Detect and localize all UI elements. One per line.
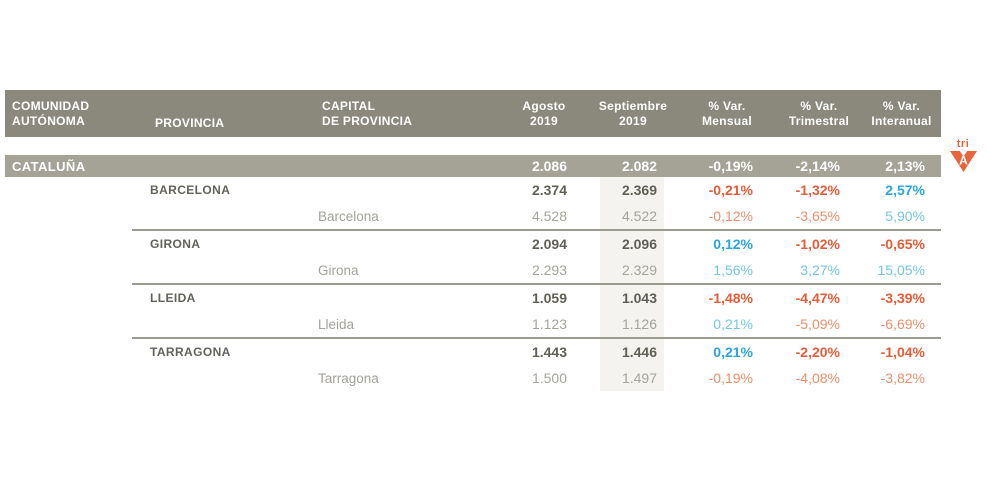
cell-var-trimestral: -1,02% (795, 236, 840, 252)
cell-var-trimestral: -4,47% (795, 290, 840, 306)
cell-septiembre: 1.446 (621, 344, 657, 360)
cell-var-interanual: -3,39% (880, 290, 925, 306)
cell-var-interanual: 15,05% (877, 262, 925, 278)
cell-agosto: 1.443 (531, 344, 567, 360)
cell-var-trimestral: -4,08% (795, 370, 840, 386)
cell-var-mensual: -0,19% (708, 370, 753, 386)
table-row-province: BARCELONA 2.374 2.369 -0,21% -1,32% 2,57… (5, 177, 941, 203)
col-header-var-interanual: % Var. Interanual (871, 99, 932, 128)
col-header-comunidad-autonoma: COMUNIDAD AUTÓNOMA (12, 99, 90, 128)
cell-agosto: 2.094 (531, 236, 567, 252)
cell-var-mensual: -0,21% (708, 182, 753, 198)
cell-var-interanual: -3,82% (880, 370, 925, 386)
table-row-province: GIRONA 2.094 2.096 0,12% -1,02% -0,65% (5, 231, 941, 257)
cell-var-interanual: -6,69% (880, 316, 925, 332)
table-body: BARCELONA 2.374 2.369 -0,21% -1,32% 2,57… (5, 177, 941, 391)
region-var-interanual: 2,13% (885, 158, 925, 174)
col-header-provincia: PROVINCIA (155, 115, 225, 130)
cell-septiembre: 4.522 (621, 208, 657, 224)
capital-name: Girona (318, 262, 359, 278)
cell-var-interanual: -1,04% (880, 344, 925, 360)
province-group-girona: GIRONA 2.094 2.096 0,12% -1,02% -0,65% G… (5, 231, 941, 283)
capital-name: Lleida (318, 316, 355, 332)
cell-var-mensual: 0,12% (713, 236, 753, 252)
table-row-capital: Girona 2.293 2.329 1,56% 3,27% 15,05% (5, 257, 941, 283)
cell-agosto: 2.374 (531, 182, 567, 198)
tri-logo-text: tri (956, 138, 970, 150)
cell-septiembre: 2.329 (621, 262, 657, 278)
cell-septiembre: 2.096 (621, 236, 657, 252)
cell-var-mensual: 0,21% (713, 344, 753, 360)
capital-name: Barcelona (318, 208, 379, 224)
table-header: COMUNIDAD AUTÓNOMA PROVINCIA CAPITAL DE … (5, 90, 941, 137)
col-header-var-trimestral: % Var. Trimestral (788, 99, 850, 128)
cell-var-mensual: 1,56% (713, 262, 753, 278)
tri-a-logo: tri A (948, 138, 978, 172)
region-var-mensual: -0,19% (708, 158, 753, 174)
inverted-triangle-a-icon: A (949, 151, 977, 172)
capital-name: Tarragona (318, 370, 379, 386)
col-header-capital-de-provincia: CAPITAL DE PROVINCIA (322, 99, 413, 128)
cell-var-mensual: -1,48% (708, 290, 753, 306)
region-name: CATALUÑA (12, 158, 86, 174)
province-group-barcelona: BARCELONA 2.374 2.369 -0,21% -1,32% 2,57… (5, 177, 941, 229)
region-var-trimestral: -2,14% (795, 158, 840, 174)
svg-text:A: A (959, 154, 968, 168)
table-row-capital: Tarragona 1.500 1.497 -0,19% -4,08% -3,8… (5, 365, 941, 391)
cell-var-trimestral: 3,27% (800, 262, 840, 278)
cell-var-mensual: -0,12% (708, 208, 753, 224)
province-group-lleida: LLEIDA 1.059 1.043 -1,48% -4,47% -3,39% … (5, 285, 941, 337)
table-row-province: TARRAGONA 1.443 1.446 0,21% -2,20% -1,04… (5, 339, 941, 365)
cell-var-trimestral: -2,20% (795, 344, 840, 360)
cell-var-mensual: 0,21% (713, 316, 753, 332)
cell-var-trimestral: -3,65% (795, 208, 840, 224)
row-divider (132, 229, 941, 231)
region-septiembre: 2.082 (621, 158, 657, 174)
cell-agosto: 1.123 (531, 316, 567, 332)
table-row-capital: Barcelona 4.528 4.522 -0,12% -3,65% 5,90… (5, 203, 941, 229)
cell-septiembre: 1.126 (621, 316, 657, 332)
table-row-province: LLEIDA 1.059 1.043 -1,48% -4,47% -3,39% (5, 285, 941, 311)
region-agosto: 2.086 (531, 158, 567, 174)
cell-septiembre: 2.369 (621, 182, 657, 198)
cell-agosto: 1.059 (531, 290, 567, 306)
row-divider (132, 283, 941, 285)
province-name: GIRONA (150, 237, 201, 251)
table-row-capital: Lleida 1.123 1.126 0,21% -5,09% -6,69% (5, 311, 941, 337)
cell-agosto: 4.528 (531, 208, 567, 224)
col-header-septiembre-2019: Septiembre 2019 (598, 99, 668, 128)
col-header-agosto-2019: Agosto 2019 (522, 99, 566, 128)
col-header-var-mensual: % Var. Mensual (701, 99, 753, 128)
cell-septiembre: 1.497 (621, 370, 657, 386)
province-group-tarragona: TARRAGONA 1.443 1.446 0,21% -2,20% -1,04… (5, 339, 941, 391)
price-table: COMUNIDAD AUTÓNOMA PROVINCIA CAPITAL DE … (5, 90, 941, 391)
province-name: TARRAGONA (150, 345, 231, 359)
cell-septiembre: 1.043 (621, 290, 657, 306)
province-name: BARCELONA (150, 183, 231, 197)
row-divider (132, 337, 941, 339)
province-name: LLEIDA (150, 291, 196, 305)
cell-var-trimestral: -5,09% (795, 316, 840, 332)
region-row-cataluna: CATALUÑA 2.086 2.082 -0,19% -2,14% 2,13% (5, 155, 941, 177)
cell-var-interanual: -0,65% (880, 236, 925, 252)
cell-var-interanual: 2,57% (885, 182, 925, 198)
cell-var-interanual: 5,90% (885, 208, 925, 224)
cell-agosto: 1.500 (531, 370, 567, 386)
cell-var-trimestral: -1,32% (795, 182, 840, 198)
cell-agosto: 2.293 (531, 262, 567, 278)
